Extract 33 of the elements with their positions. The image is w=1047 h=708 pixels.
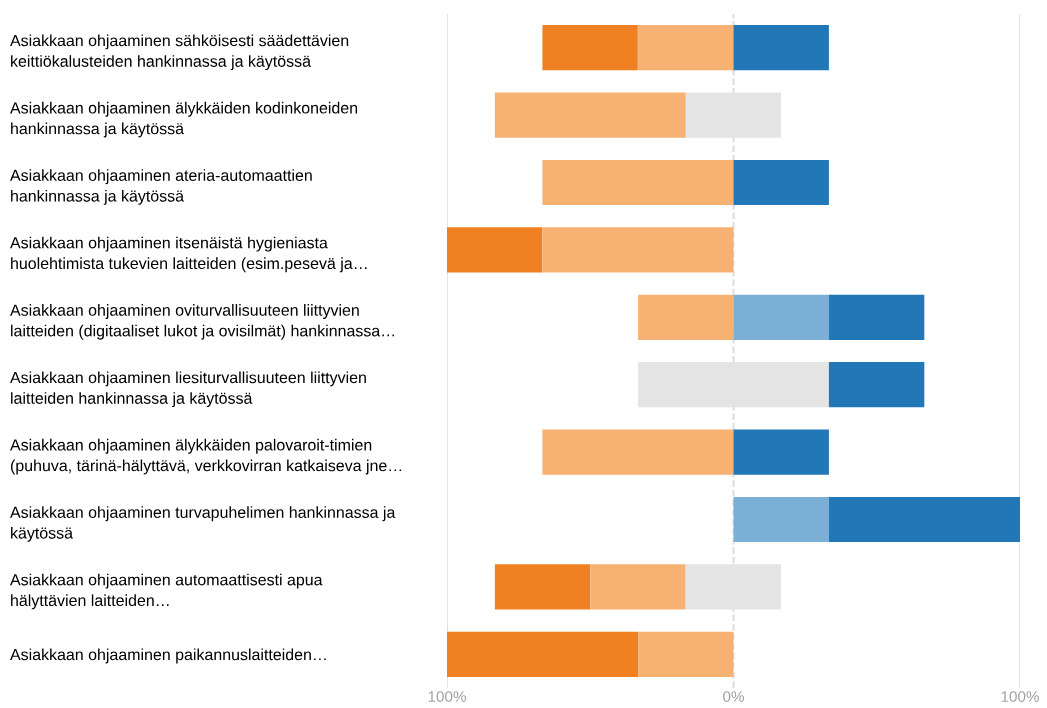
y-tick-label: Asiakkaan ohjaaminen automaattisesti apua hälyttävien laitteiden… <box>10 573 323 610</box>
y-tick-label: Asiakkaan ohjaaminen liesiturvallisuuteen liittyvien laitteiden hankinnassa ja käytössä <box>10 371 366 408</box>
bar <box>494 564 591 610</box>
y-tick-label: Asiakkaan ohjaaminen itsenäistä hygieniasta huolehtimista tukevien laitteiden (esim.pesevä ja… <box>10 236 367 273</box>
y-tick-label: Asiakkaan ohjaaminen sähköisesti säädettävien keittiökalusteiden hankinnassa ja käytössä <box>10 34 349 71</box>
bar <box>494 92 686 138</box>
bar <box>828 294 925 340</box>
bar <box>733 496 829 543</box>
x-tick-label: 100% <box>1001 691 1039 702</box>
bar <box>542 159 734 206</box>
bar <box>828 496 1020 543</box>
y-tick-label: Asiakkaan ohjaaminen älykkäiden kodinkoneiden hankinnassa ja käytössä <box>10 101 358 138</box>
bar <box>638 25 734 71</box>
bar <box>733 429 829 475</box>
bar <box>733 25 829 71</box>
bar <box>542 25 638 71</box>
bar <box>590 564 686 610</box>
y-tick-label: Asiakkaan ohjaaminen turvapuhelimen hankinnassa ja käytössä <box>10 506 396 542</box>
x-tick-label: 100% <box>428 691 466 702</box>
y-tick-label: Asiakkaan ohjaaminen ateria-automaattien hankinnassa ja käytössä <box>10 169 312 205</box>
bar <box>638 294 734 340</box>
x-tick-label: 0% <box>723 691 744 702</box>
y-tick-label: Asiakkaan ohjaaminen paikannuslaitteiden… <box>10 648 326 664</box>
bar <box>638 631 734 677</box>
bar <box>733 159 829 206</box>
bar <box>733 294 829 340</box>
bar <box>447 227 543 273</box>
bar <box>447 631 639 677</box>
y-tick-label: Asiakkaan ohjaaminen oviturvallisuuteen liittyvien laitteiden (digitaaliset lukot ja ovisilmät) hankinnassa… <box>10 304 395 340</box>
bar <box>542 227 734 273</box>
y-tick-label: Asiakkaan ohjaaminen älykkäiden palovaroit-timien (puhuva, tärinä-hälyttävä, verkkovirran katkaiseva jne… <box>10 438 402 475</box>
bar <box>542 429 734 475</box>
bar <box>828 362 925 408</box>
